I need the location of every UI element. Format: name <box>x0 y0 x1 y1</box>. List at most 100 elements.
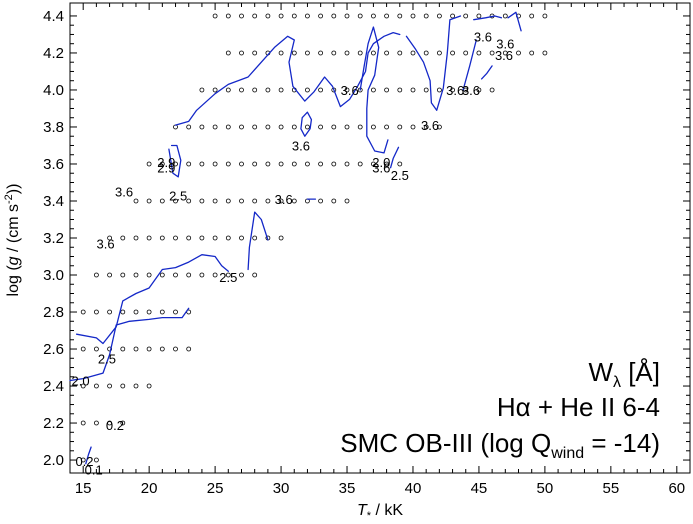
grid-point <box>423 124 429 130</box>
grid-point <box>370 161 376 167</box>
grid-point <box>344 13 350 19</box>
grid-point <box>225 50 231 56</box>
contour-label: 0.2 <box>75 454 93 469</box>
grid-point <box>80 346 86 352</box>
x-tick-label: 40 <box>405 480 422 497</box>
grid-point <box>252 198 258 204</box>
grid-point <box>397 87 403 93</box>
grid-point <box>463 13 469 19</box>
grid-point <box>225 87 231 93</box>
grid-point <box>542 50 548 56</box>
grid-point <box>225 124 231 130</box>
grid-point <box>265 198 271 204</box>
x-tick-label: 35 <box>339 480 356 497</box>
y-tick-label: 4.2 <box>43 45 64 62</box>
grid-point <box>344 50 350 56</box>
grid-point <box>370 50 376 56</box>
grid-point <box>80 383 86 389</box>
grid-point <box>133 309 139 315</box>
grid-point <box>120 383 126 389</box>
grid-point <box>239 124 244 130</box>
grid-point <box>384 124 390 130</box>
contour-line <box>69 307 190 382</box>
grid-point <box>133 235 139 241</box>
contour-label: 3.6 <box>292 139 310 154</box>
contour-label: 2.5 <box>219 270 237 285</box>
x-axis-label: T* / kK <box>357 502 403 522</box>
grid-point <box>94 346 99 352</box>
grid-point <box>107 346 112 352</box>
grid-point <box>357 13 363 19</box>
grid-point <box>410 50 416 56</box>
grid-point <box>265 87 271 93</box>
grid-point <box>344 87 350 93</box>
grid-point <box>318 87 324 93</box>
x-tick-label: 25 <box>207 480 224 497</box>
grid-point <box>318 198 324 204</box>
grid-point <box>318 13 324 19</box>
grid-point <box>186 124 192 130</box>
annotation-line-3: SMC OB-III (log Qwind = -14) <box>340 428 660 462</box>
grid-point <box>186 198 192 204</box>
grid-point <box>94 420 99 426</box>
grid-point <box>225 272 231 278</box>
grid-point <box>225 161 231 167</box>
grid-point <box>476 50 482 56</box>
grid-point <box>133 346 139 352</box>
grid-point <box>212 87 218 93</box>
grid-point <box>291 161 297 167</box>
contour-line <box>75 254 229 345</box>
grid-point <box>318 50 324 56</box>
annotation-line-1: Wλ [Å] <box>588 357 660 391</box>
y-tick-label: 2.8 <box>43 304 64 321</box>
grid-point <box>450 13 456 19</box>
grid-point <box>146 198 152 204</box>
grid-point <box>291 198 297 204</box>
grid-point <box>252 50 258 56</box>
grid-point <box>199 87 205 93</box>
contour-label: 3.6 <box>462 83 480 98</box>
grid-point <box>370 13 376 19</box>
contour-label: 3.6 <box>496 37 514 52</box>
contour-label: 3.6 <box>115 185 133 200</box>
grid-point <box>159 235 165 241</box>
contour-line <box>85 446 92 465</box>
grid-point <box>146 309 152 315</box>
grid-point <box>397 50 403 56</box>
grid-point <box>173 309 178 315</box>
grid-point <box>80 457 86 463</box>
grid-point <box>529 13 535 19</box>
contour-label: 2.5 <box>98 351 116 366</box>
grid-point <box>212 198 218 204</box>
annotation-line-2: Hα + He II 6-4 <box>497 392 660 422</box>
grid-point <box>94 383 99 389</box>
grid-point <box>370 124 376 130</box>
grid-point <box>278 13 284 19</box>
grid-point <box>502 13 508 19</box>
y-tick-label: 3.8 <box>43 119 64 136</box>
grid-point <box>94 457 99 463</box>
contour-labels: 0.20.10.22.02.53.63.6 2.52.92.92.53.63.63… <box>72 29 515 477</box>
contour-label: 3.6 <box>421 118 439 133</box>
grid-point <box>304 50 310 56</box>
grid-point <box>318 124 324 130</box>
grid-point <box>463 50 469 56</box>
contour-line <box>480 65 493 80</box>
contour-line <box>359 26 389 154</box>
y-tick-label: 3.2 <box>43 230 64 247</box>
grid-point <box>265 161 271 167</box>
grid-point <box>199 198 205 204</box>
grid-point <box>370 87 376 93</box>
grid-point <box>278 124 284 130</box>
grid-point <box>159 346 165 352</box>
y-tick-label: 3.4 <box>43 193 64 210</box>
contour-line <box>473 15 503 21</box>
grid-point <box>304 13 310 19</box>
grid-point <box>133 383 139 389</box>
grid-point <box>489 87 495 93</box>
grid-point <box>80 420 86 426</box>
grid-point <box>397 124 403 130</box>
contour-label: 3.6 <box>372 161 390 176</box>
contour-label: 3.6 <box>97 237 115 252</box>
grid-point <box>225 198 231 204</box>
